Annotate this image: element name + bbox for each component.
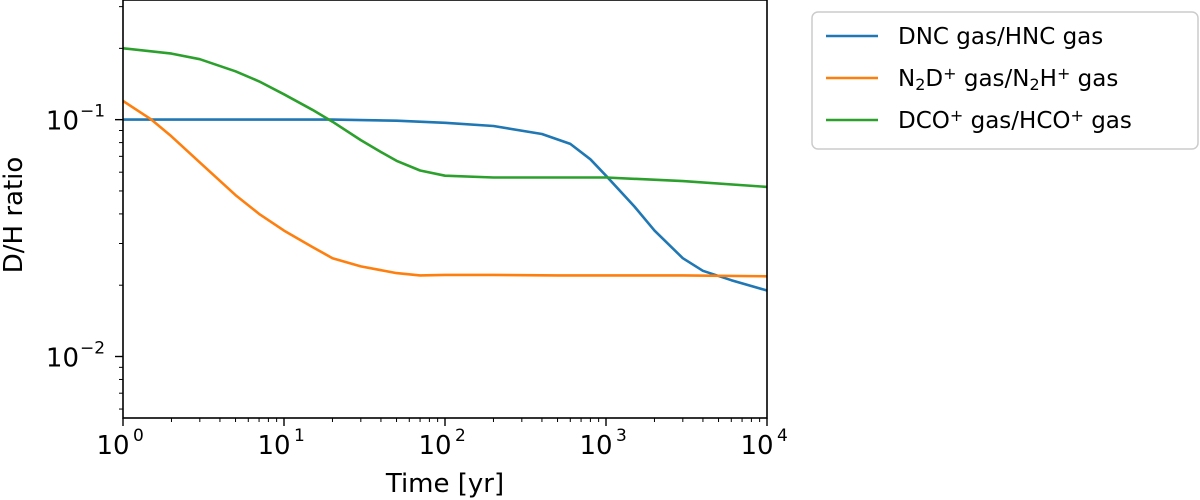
series-line-2	[123, 99, 767, 278]
x-tick-label: 10	[257, 431, 290, 461]
y-tick-label: 10	[46, 344, 79, 374]
y-axis-label: D/H ratio	[0, 157, 29, 274]
legend-label-2: N2D+ gas/N2H+ gas	[898, 64, 1118, 94]
x-tick-exponent: 4	[777, 426, 788, 446]
series-line-1	[123, 118, 767, 292]
x-tick-exponent: 1	[294, 426, 305, 446]
x-tick-exponent: 3	[616, 426, 627, 446]
legend: DNC gas/HNC gas N2D+ gas/N2H+ gas DCO+ gas…	[811, 11, 1199, 150]
x-tick-label: 10	[418, 431, 451, 461]
x-tick-exponent: 0	[133, 426, 144, 446]
y-tick-exponent: −2	[80, 339, 105, 359]
x-tick-label: 10	[96, 431, 129, 461]
plot-area	[122, 0, 768, 419]
x-tick-label: 10	[579, 431, 612, 461]
y-tick-label: 10	[46, 107, 79, 137]
series-line-3	[123, 47, 767, 189]
x-tick-exponent: 2	[455, 426, 466, 446]
axes-frame	[122, 0, 768, 419]
y-axis-ticks: 10−210−1	[46, 6, 123, 410]
x-tick-label: 10	[740, 431, 773, 461]
legend-label-1: DNC gas/HNC gas	[898, 24, 1103, 50]
y-tick-exponent: −1	[80, 102, 105, 122]
x-axis-label: Time [yr]	[385, 469, 504, 499]
x-axis-ticks: 10 0 10 1 10 2 10 3 10 4	[96, 418, 788, 461]
legend-label-3: DCO+ gas/HCO+ gas	[898, 106, 1132, 134]
legend-frame	[811, 11, 1199, 150]
series-lines	[123, 47, 767, 292]
